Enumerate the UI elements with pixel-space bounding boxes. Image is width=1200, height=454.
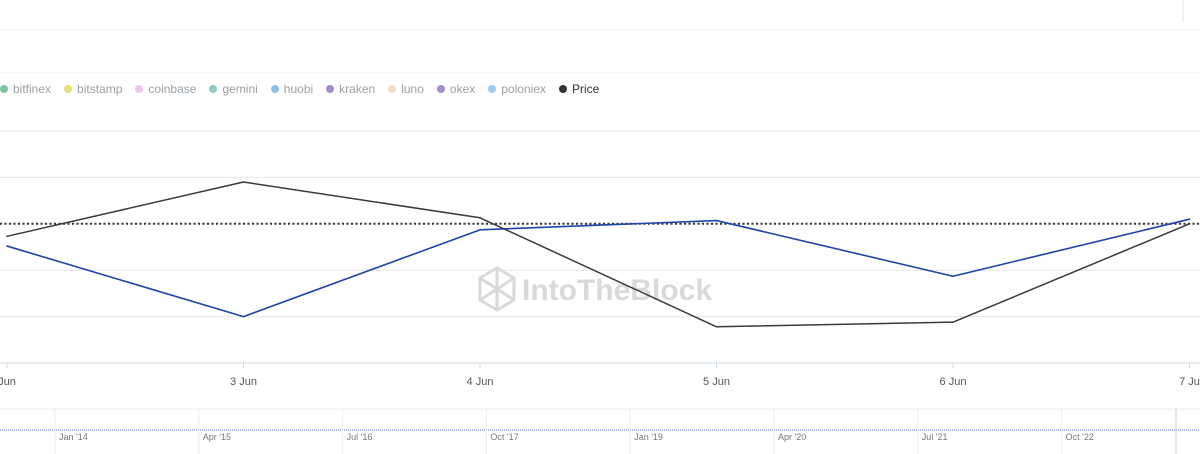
data-point-0-4: [952, 275, 954, 278]
legend-dot-icon: [388, 85, 397, 93]
navigator-label: Jul '16: [347, 432, 373, 442]
legend-label: okex: [449, 82, 476, 96]
legend-dot-icon: [135, 85, 144, 93]
legend-label: Price: [571, 82, 600, 96]
navigator-label: Apr '20: [778, 432, 806, 442]
data-point-0-0: [6, 245, 8, 247]
legend-item-price[interactable]: Price: [558, 82, 600, 96]
watermark-logo-icon: [478, 266, 516, 312]
legend-dot-icon: [209, 85, 218, 93]
legend-item-okex[interactable]: okex: [436, 82, 476, 96]
legend-item-coinbase[interactable]: coinbase: [135, 82, 196, 96]
navigator-label: Jan '14: [59, 432, 88, 442]
data-point-1-4: [952, 321, 954, 323]
data-point-1-5: [1188, 223, 1191, 225]
x-tick-label: 5 Jun: [703, 376, 730, 388]
legend-label: coinbase: [148, 82, 197, 96]
legend-dot-icon: [270, 85, 279, 93]
watermark-text: IntoTheBlock: [522, 274, 712, 307]
legend-dot-icon: [326, 85, 335, 93]
x-tick-label: Jun: [0, 376, 16, 388]
legend-label: poloniex: [501, 82, 546, 96]
legend-item-poloniex[interactable]: poloniex: [488, 82, 546, 96]
navigator-label: Oct '17: [490, 432, 518, 442]
navigator-label: Oct '22: [1066, 432, 1094, 442]
x-tick-label: 6 Jun: [940, 376, 967, 388]
legend-dot-icon: [488, 85, 497, 93]
data-point-0-3: [715, 219, 718, 222]
legend-dot-icon: [436, 85, 445, 93]
series-line-1: [6, 181, 1190, 328]
legend-item-luno[interactable]: luno: [388, 82, 424, 96]
x-tick-label: 4 Jun: [467, 376, 494, 388]
data-point-0-2: [479, 229, 481, 231]
legend-label: bitfinex: [13, 82, 52, 96]
legend-item-huobi[interactable]: huobi: [270, 82, 314, 96]
legend-label: huobi: [283, 82, 314, 96]
legend-dot-icon: [64, 85, 73, 93]
watermark: IntoTheBlock: [478, 266, 712, 312]
x-tick-label: 7 Ju: [1179, 376, 1200, 388]
legend-item-kraken[interactable]: kraken: [326, 82, 375, 96]
navigator-label: Apr '15: [203, 432, 231, 442]
legend-label: luno: [401, 82, 424, 96]
legend-item-gemini[interactable]: gemini: [209, 82, 258, 96]
data-point-1-1: [242, 181, 245, 183]
legend-label: gemini: [222, 82, 258, 96]
legend-item-bitstamp[interactable]: bitstamp: [64, 82, 122, 96]
legend-label: kraken: [339, 82, 376, 96]
legend-item-bitfinex[interactable]: bitfinex: [0, 82, 51, 96]
navigator-label: Jul '21: [922, 432, 948, 442]
data-point-1-3: [715, 326, 718, 328]
data-point-1-2: [479, 216, 481, 219]
navigator-label: Jan '19: [634, 432, 663, 442]
x-tick-label: 3 Jun: [230, 376, 257, 388]
series-line-0: [6, 218, 1190, 318]
data-point-0-1: [242, 315, 245, 318]
legend-label: bitstamp: [77, 82, 123, 96]
data-point-0-5: [1188, 218, 1191, 220]
chart-legend: bitfinex bitstamp coinbase gemini huobi krake…: [0, 80, 612, 98]
legend-dot-icon: [558, 85, 567, 93]
data-point-1-0: [6, 235, 8, 238]
legend-dot-icon: [0, 85, 8, 93]
